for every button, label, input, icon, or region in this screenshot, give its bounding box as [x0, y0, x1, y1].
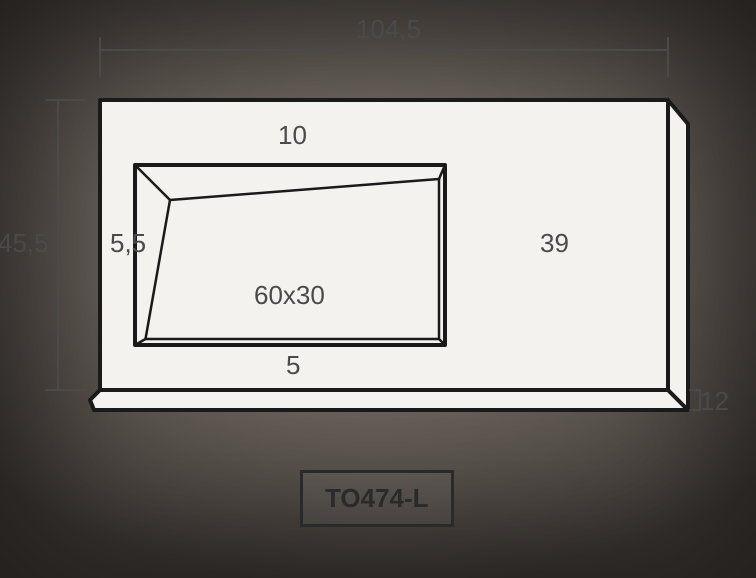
dim-total-width: 104,5: [356, 14, 421, 45]
dim-right-surface: 39: [540, 228, 569, 259]
dim-thickness: 12: [700, 386, 729, 417]
dim-basin-top-offset: 10: [278, 120, 307, 151]
slab-side-face: [668, 100, 688, 410]
slab-front-face: [90, 390, 688, 410]
dim-basin-size: 60x30: [254, 280, 325, 311]
dim-basin-left-offset: 5,5: [110, 228, 146, 259]
basin-floor: [146, 179, 440, 339]
dim-basin-bottom-offset: 5: [286, 350, 300, 381]
diagram-canvas: 104,5 45,5 10 5,5 5 39 12 60x30 TO474-L: [0, 0, 756, 578]
dim-total-height: 45,5: [0, 228, 49, 259]
product-code-label: TO474-L: [300, 470, 454, 527]
